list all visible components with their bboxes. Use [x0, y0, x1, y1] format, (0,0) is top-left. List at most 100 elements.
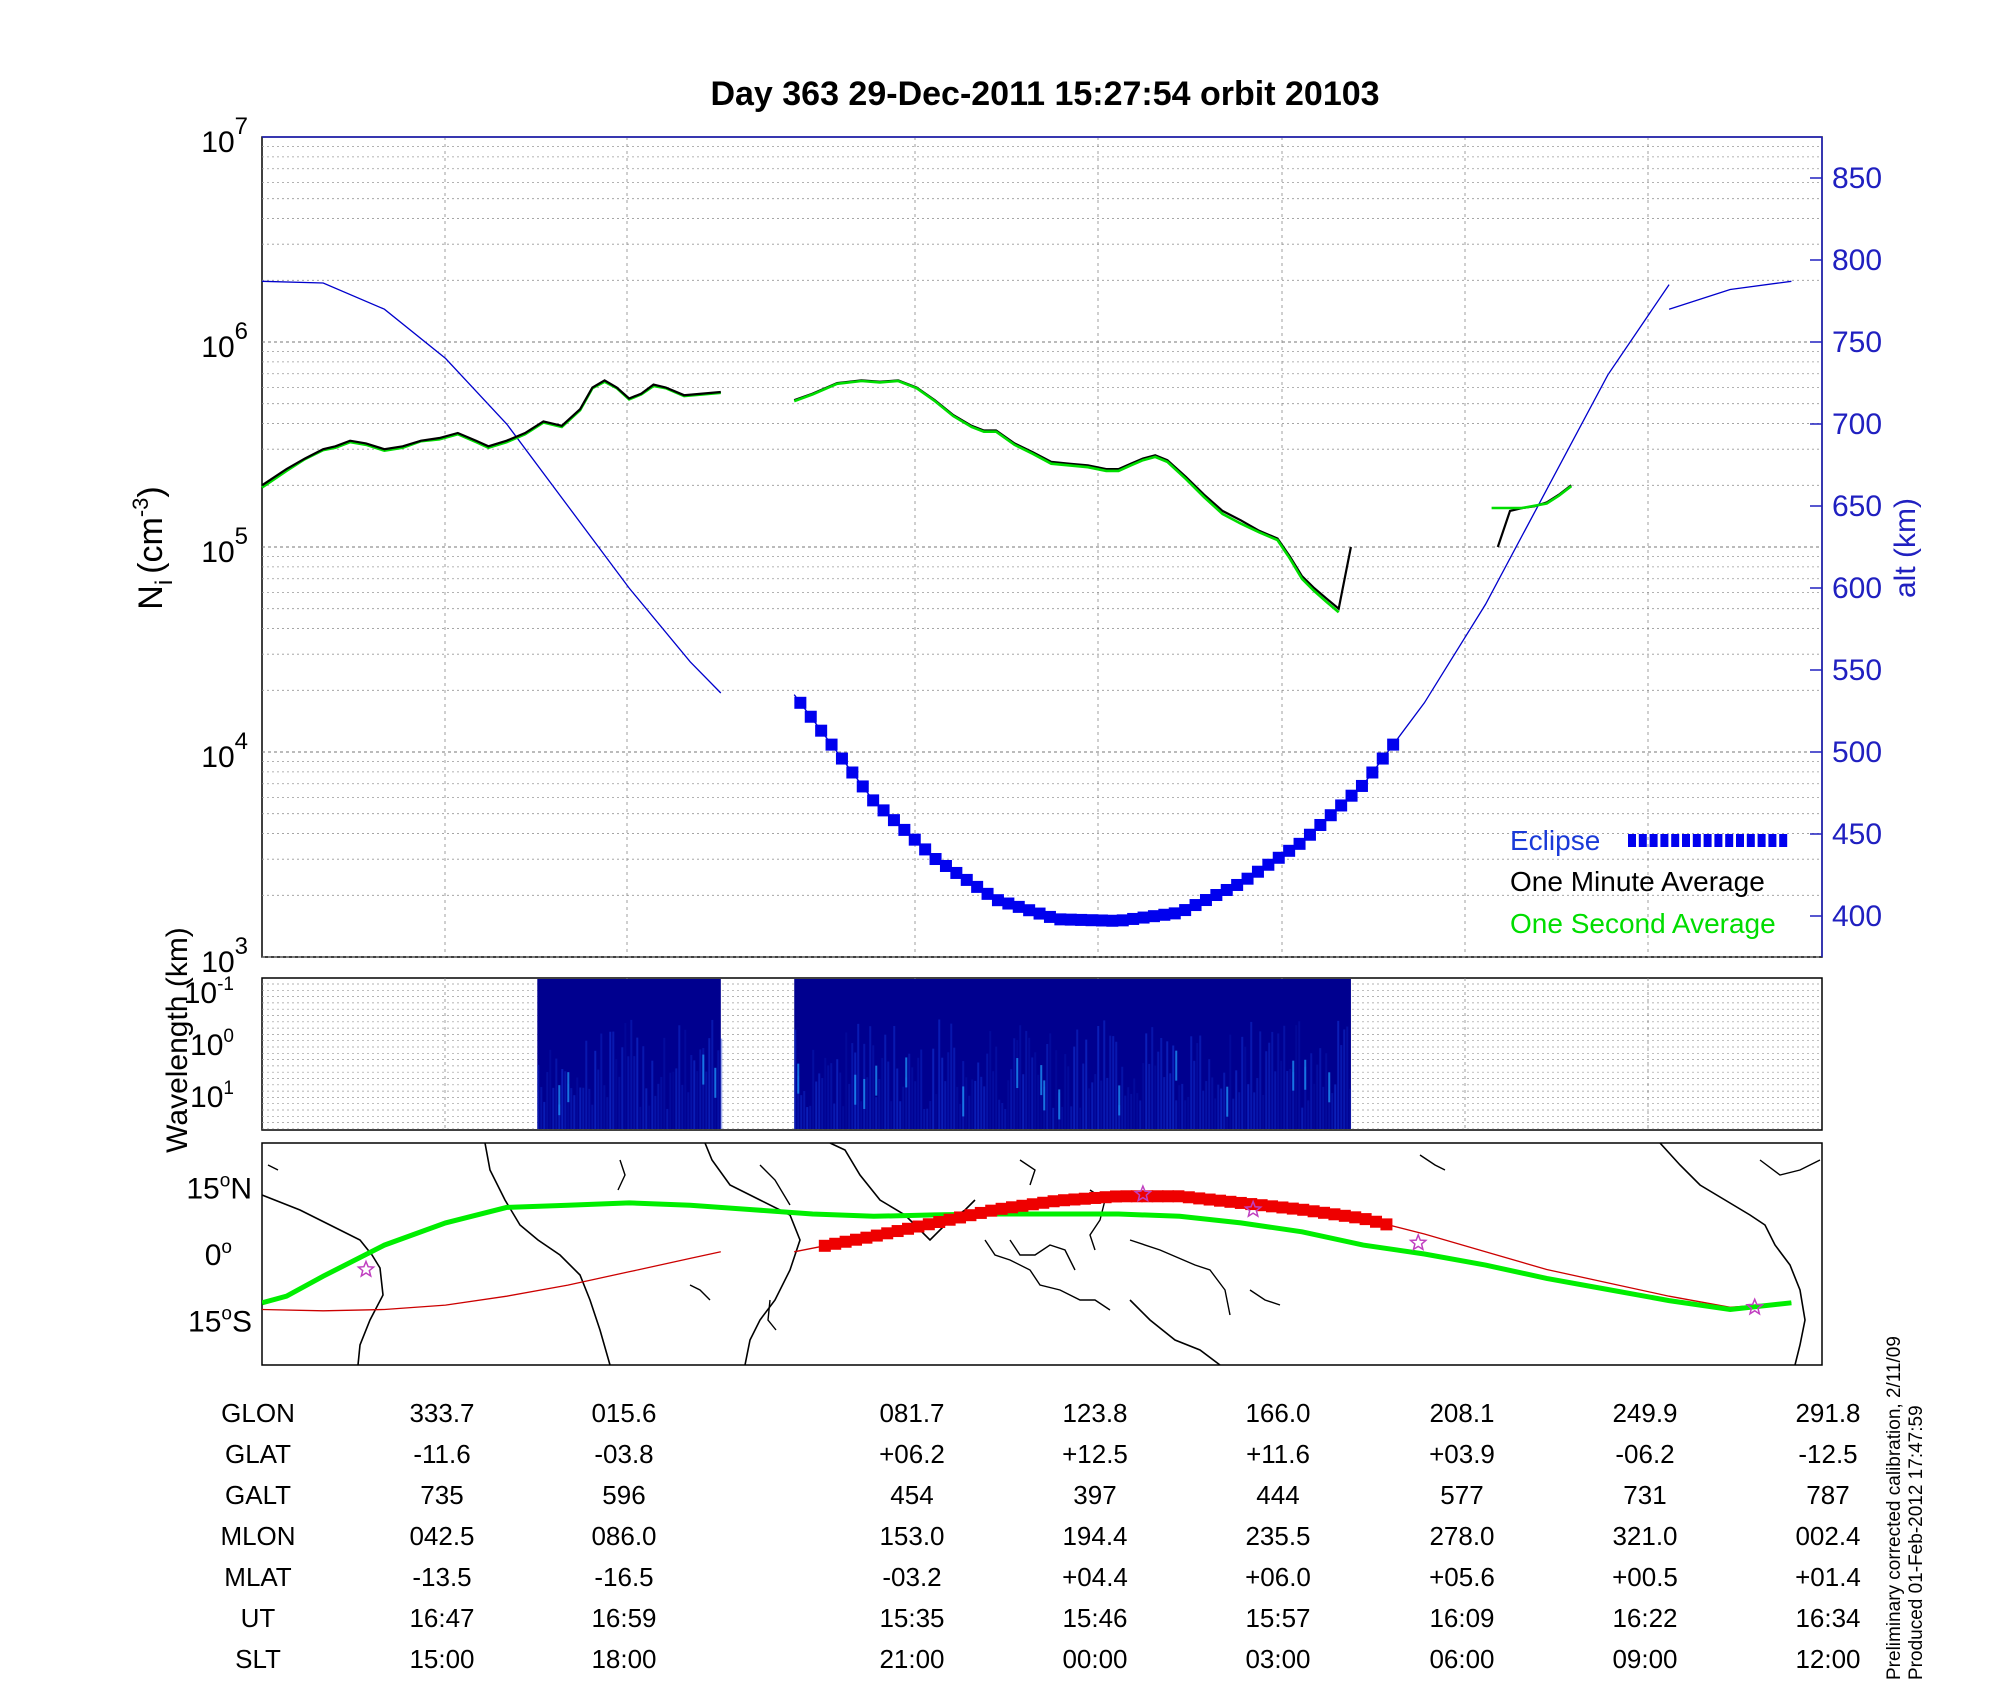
eclipse-track-marker — [829, 1237, 842, 1250]
spectrogram-stripe — [941, 1057, 944, 1129]
spectrogram-highlight — [567, 1072, 570, 1103]
legend-eclipse-square — [1736, 834, 1744, 847]
legend-eclipse-square — [1779, 834, 1788, 847]
eclipse-marker — [1137, 911, 1150, 924]
spectrogram-stripe — [989, 1031, 992, 1129]
eclipse-track-marker — [954, 1211, 967, 1224]
spectrogram-stripe — [800, 1095, 803, 1129]
density-y-ticks: 103 104 105 106 107 — [201, 113, 248, 979]
spectrogram-stripe — [1199, 1035, 1202, 1129]
eclipse-marker — [825, 738, 838, 751]
table-cell: 577 — [1440, 1480, 1483, 1510]
spectrogram-stripe — [965, 1077, 968, 1129]
spectrogram-stripe — [627, 1056, 630, 1129]
spectrogram-stripe — [594, 1050, 597, 1129]
table-cell: +04.4 — [1062, 1562, 1128, 1592]
spectrogram-stripe — [630, 1019, 633, 1129]
spectrogram-stripe — [839, 1072, 842, 1129]
spectrogram-stripe — [1130, 1093, 1133, 1129]
density-series — [261, 379, 1572, 614]
legend-eclipse-square — [1714, 834, 1723, 847]
spectrogram-stripe — [1013, 1038, 1016, 1129]
spectrogram-stripe — [555, 1058, 558, 1129]
spectrogram-stripe — [830, 1063, 833, 1129]
eclipse-marker — [1158, 908, 1171, 921]
eclipse-marker — [815, 724, 828, 737]
spectrogram-highlight — [1304, 1059, 1307, 1090]
spectrogram-stripe — [1118, 1105, 1121, 1129]
spectrogram-stripe — [1346, 1026, 1349, 1129]
spectrogram-stripe — [902, 1086, 905, 1129]
spectrogram-stripe — [1064, 1054, 1067, 1129]
eclipse-marker — [1324, 809, 1337, 822]
eclipse-track-marker — [1328, 1208, 1341, 1221]
eclipse-marker — [1023, 904, 1036, 917]
table-cell: +12.5 — [1062, 1439, 1128, 1469]
spectrogram-stripe — [1121, 1066, 1124, 1129]
table-cell: -06.2 — [1615, 1439, 1674, 1469]
spectrogram-highlight — [714, 1067, 717, 1098]
legend-eclipse-square — [1638, 834, 1647, 847]
spectrogram-stripe — [651, 1060, 654, 1129]
spectrogram-stripe — [1319, 1048, 1322, 1129]
eclipse-track-marker — [860, 1231, 873, 1244]
spectrogram-stripe — [815, 1081, 818, 1129]
spectrogram-stripe — [845, 1032, 848, 1129]
eclipse-marker — [1335, 799, 1348, 812]
spectrogram-stripe — [648, 1105, 651, 1129]
altitude-tick-label: 800 — [1832, 244, 1882, 277]
table-cell: -12.5 — [1798, 1439, 1857, 1469]
ground-track-panel: 15oN 0o 15oS — [186, 1142, 1823, 1366]
eclipse-marker — [1075, 913, 1088, 926]
spectrogram-stripe — [549, 1049, 552, 1129]
eclipse-track-marker — [1162, 1190, 1175, 1203]
spectrogram-stripe — [666, 1108, 669, 1129]
eclipse-track-marker — [1047, 1195, 1060, 1208]
spectrogram-stripe — [977, 1062, 980, 1129]
ground-tracks — [262, 1184, 1792, 1316]
legend-eclipse-square — [1768, 834, 1777, 847]
spectrogram-stripe — [537, 1064, 540, 1129]
spectrogram-stripe — [1313, 1083, 1316, 1129]
table-cell: 18:00 — [591, 1644, 656, 1674]
spectrogram-stripe — [1037, 1074, 1040, 1129]
spectrogram-stripe — [1103, 1020, 1106, 1129]
spectrogram-stripe — [1094, 1074, 1097, 1129]
spectrogram-stripe — [606, 1097, 609, 1129]
spectrogram-highlight — [1118, 1085, 1121, 1116]
eclipse-marker — [1293, 837, 1306, 850]
table-cell: 249.9 — [1612, 1398, 1677, 1428]
spectrogram-stripe — [1019, 1025, 1022, 1129]
spectrogram-stripe — [953, 1047, 956, 1129]
eclipse-track-marker — [912, 1220, 925, 1233]
eclipse-marker — [1345, 789, 1358, 802]
eclipse-track-marker — [964, 1209, 977, 1222]
eclipse-track-marker — [943, 1213, 956, 1226]
spectrogram-stripe — [1145, 1033, 1148, 1129]
spectrogram-stripe — [974, 1080, 977, 1129]
altitude-y-ticks: 400 450 500 550 600 650 700 750 800 850 — [1810, 162, 1882, 933]
spectrogram-stripe — [699, 1049, 702, 1129]
eclipse-track-marker — [1006, 1201, 1019, 1214]
eclipse-marker — [1095, 914, 1108, 927]
table-cell: 208.1 — [1429, 1398, 1494, 1428]
density-tick-label: 105 — [201, 523, 248, 569]
table-cell: +03.9 — [1429, 1439, 1495, 1469]
altitude-tick-label: 450 — [1832, 818, 1882, 851]
eclipse-marker — [887, 814, 900, 827]
table-cell: +00.5 — [1612, 1562, 1678, 1592]
spectrogram-stripe — [1151, 1027, 1154, 1129]
eclipse-track-marker — [1338, 1209, 1351, 1222]
eclipse-track-marker — [1234, 1196, 1247, 1209]
spectrogram-highlight — [905, 1057, 908, 1088]
spectrogram-highlight — [962, 1086, 965, 1117]
altitude-tick-label: 700 — [1832, 408, 1882, 441]
eclipse-marker — [1387, 738, 1400, 751]
eclipse-track-marker — [1286, 1202, 1299, 1215]
spectrogram-stripe — [1163, 1077, 1166, 1129]
eclipse-marker — [919, 843, 932, 856]
legend-eclipse-square — [1682, 834, 1690, 847]
legend-eclipse-square — [1703, 834, 1712, 847]
spectrogram-stripe — [1217, 1084, 1220, 1129]
density-y-label: Ni(cm-3) — [128, 486, 178, 609]
